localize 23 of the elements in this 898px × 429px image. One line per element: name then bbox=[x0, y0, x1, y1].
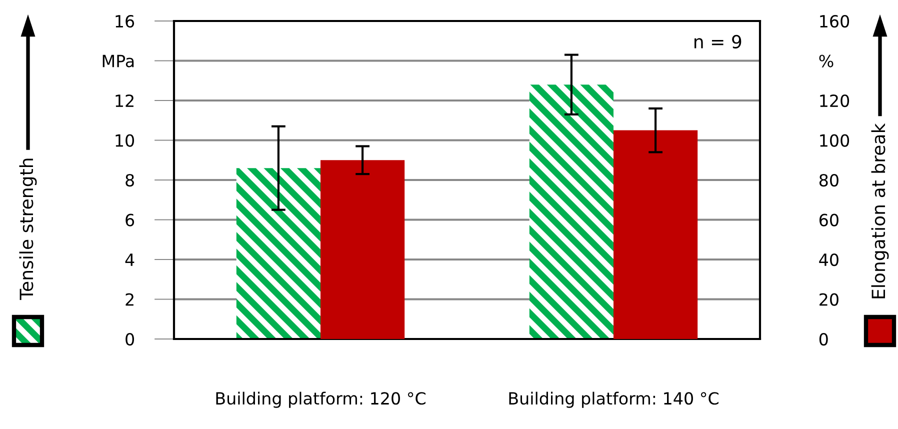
y-tick-label: 16 bbox=[116, 14, 134, 28]
y2-tick-label: 120 bbox=[820, 94, 850, 108]
y-tick-label: 6 bbox=[126, 214, 134, 226]
y2-tick-label: 20 bbox=[820, 293, 838, 306]
y-tick-label: 4 bbox=[125, 254, 134, 266]
x-tick-label: Building platform: 140 °C bbox=[509, 392, 718, 408]
annotation: n = 9 bbox=[694, 34, 742, 48]
y2-tick-label: 80 bbox=[819, 174, 838, 187]
y2-tick-label: % bbox=[819, 54, 834, 68]
y-tick-label: 8 bbox=[126, 174, 134, 187]
y-tick-label: 10 bbox=[116, 134, 134, 147]
y-axis-title: Tensile strength bbox=[19, 158, 37, 300]
y2-tick-label: 160 bbox=[820, 14, 850, 28]
y-tick-label: 0 bbox=[126, 332, 134, 346]
y2-tick-label: 100 bbox=[820, 134, 850, 147]
y-tick-label: 2 bbox=[126, 293, 134, 306]
y-tick-label: MPa bbox=[102, 54, 134, 68]
y2-tick-label: 0 bbox=[819, 332, 828, 346]
y2-tick-label: 40 bbox=[819, 253, 838, 266]
y-tick-label: 12 bbox=[116, 94, 134, 107]
x-tick-label: Building platform: 120 °C bbox=[216, 392, 426, 408]
y2-axis-title: Elongation at break bbox=[871, 123, 889, 298]
y2-tick-label: 60 bbox=[819, 214, 838, 226]
